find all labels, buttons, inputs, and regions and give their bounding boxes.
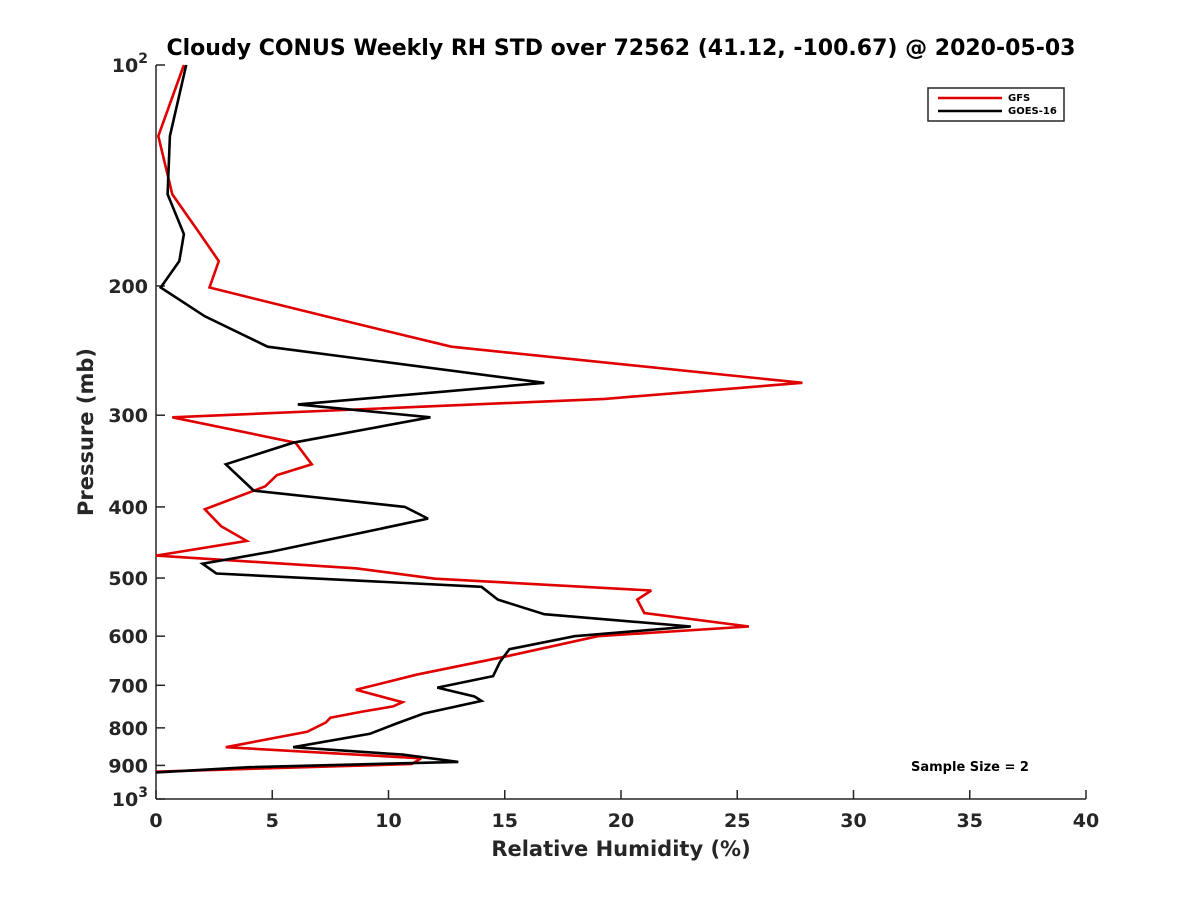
x-tick-label: 0 <box>149 810 162 832</box>
legend-label-gfs: GFS <box>1008 93 1030 104</box>
x-tick-label: 30 <box>840 810 866 832</box>
y-tick-label: 200 <box>108 276 148 298</box>
x-ticks: 0 5 10 15 20 25 30 35 40 <box>149 790 1099 832</box>
y-ticks: 102 200 300 400 500 600 700 800 900 103 <box>108 51 165 811</box>
axes <box>155 65 1086 800</box>
x-tick-label: 25 <box>724 810 750 832</box>
x-tick-label: 20 <box>608 810 634 832</box>
legend-label-goes16: GOES-16 <box>1008 106 1057 117</box>
series-layer <box>155 64 803 774</box>
sample-size-annotation: Sample Size = 2 <box>911 760 1029 775</box>
x-tick-label: 40 <box>1073 810 1099 832</box>
y-axis-label: Pressure (mb) <box>74 348 98 516</box>
x-tick-label: 10 <box>375 810 401 832</box>
legend: GFS GOES-16 <box>927 87 1065 122</box>
y-tick-label: 700 <box>108 675 148 697</box>
y-tick-label: 500 <box>108 568 148 590</box>
y-tick-label: 102 <box>112 51 148 77</box>
y-tick-label: 900 <box>108 755 148 777</box>
y-tick-label: 300 <box>108 405 148 427</box>
x-axis-label: Relative Humidity (%) <box>491 837 750 861</box>
y-tick-label: 800 <box>108 718 148 740</box>
chart-title: Cloudy CONUS Weekly RH STD over 72562 (4… <box>167 36 1076 61</box>
x-tick-label: 5 <box>266 810 279 832</box>
x-tick-label: 15 <box>492 810 518 832</box>
legend-box <box>927 87 1065 122</box>
series-line-goes16 <box>155 64 691 774</box>
series-line-gfs <box>155 64 803 773</box>
y-tick-label: 103 <box>112 785 148 811</box>
y-tick-label: 400 <box>108 497 148 519</box>
y-tick-label: 600 <box>108 626 148 648</box>
x-tick-label: 35 <box>957 810 983 832</box>
